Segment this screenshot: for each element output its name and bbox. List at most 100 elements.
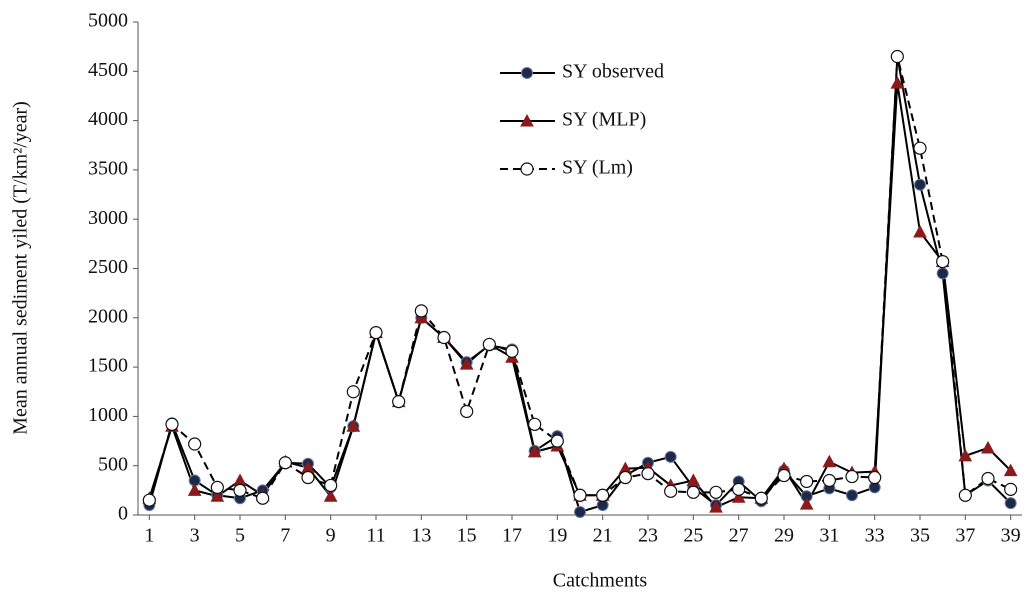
marker xyxy=(482,337,496,352)
y-tick-label: 3000 xyxy=(88,207,128,229)
marker xyxy=(709,485,723,499)
marker xyxy=(459,357,474,370)
y-tick-label: 2000 xyxy=(88,305,128,327)
marker xyxy=(460,404,474,419)
marker xyxy=(210,480,224,494)
marker xyxy=(346,385,360,399)
marker xyxy=(890,76,905,89)
marker xyxy=(686,485,700,499)
marker xyxy=(278,456,292,470)
y-tick-label: 500 xyxy=(98,453,128,475)
marker xyxy=(913,141,927,155)
marker xyxy=(846,489,858,502)
marker xyxy=(890,49,904,64)
legend-label: SY observed xyxy=(562,61,664,83)
x-tick-label: 11 xyxy=(366,525,385,547)
marker xyxy=(188,437,202,451)
marker xyxy=(573,488,587,502)
x-tick-label: 21 xyxy=(593,525,613,547)
marker xyxy=(233,483,247,497)
marker xyxy=(686,473,701,486)
marker xyxy=(914,178,926,191)
y-tick-label: 4500 xyxy=(88,59,128,81)
marker xyxy=(958,488,972,502)
marker xyxy=(641,466,655,481)
marker xyxy=(527,444,542,458)
x-tick-label: 17 xyxy=(502,525,522,547)
marker xyxy=(346,419,361,432)
x-tick-label: 7 xyxy=(280,525,290,547)
marker xyxy=(392,395,406,409)
marker xyxy=(936,267,949,280)
marker xyxy=(732,482,746,496)
marker xyxy=(777,468,791,483)
x-tick-label: 31 xyxy=(819,525,839,547)
marker xyxy=(845,469,859,484)
series-line xyxy=(148,82,1012,509)
marker xyxy=(981,440,995,454)
marker xyxy=(256,491,270,505)
x-tick-label: 33 xyxy=(865,525,885,547)
marker xyxy=(165,417,179,431)
y-tick-label: 3500 xyxy=(88,157,128,179)
x-tick-label: 27 xyxy=(729,525,749,547)
marker xyxy=(210,489,225,502)
x-tick-label: 39 xyxy=(1001,525,1021,547)
marker xyxy=(800,474,814,489)
x-tick-label: 35 xyxy=(910,525,930,547)
marker xyxy=(664,450,677,463)
x-tick-label: 25 xyxy=(683,525,703,547)
x-tick-label: 23 xyxy=(638,525,658,547)
marker xyxy=(1004,497,1017,510)
marker xyxy=(187,483,202,496)
legend-label: SY (MLP) xyxy=(562,109,646,131)
x-tick-label: 37 xyxy=(955,525,975,547)
marker xyxy=(369,325,383,340)
marker xyxy=(958,448,973,462)
marker xyxy=(754,491,768,505)
marker xyxy=(618,470,632,485)
marker xyxy=(822,454,837,468)
marker xyxy=(913,224,927,238)
x-tick-label: 19 xyxy=(547,525,567,547)
y-tick-label: 5000 xyxy=(88,10,128,32)
marker xyxy=(709,500,723,513)
marker xyxy=(505,344,519,358)
legend-marker xyxy=(520,113,534,127)
x-tick-label: 3 xyxy=(190,525,200,547)
y-tick-label: 1000 xyxy=(88,404,128,426)
marker xyxy=(1003,463,1018,477)
y-tick-label: 0 xyxy=(118,503,128,525)
marker xyxy=(664,484,678,498)
legend-marker xyxy=(520,162,534,176)
marker xyxy=(822,473,836,488)
y-axis-label: Mean annual sediment yiled (T/km²/year) xyxy=(10,101,32,435)
x-tick-label: 15 xyxy=(457,525,477,547)
marker xyxy=(574,506,586,519)
marker xyxy=(142,493,156,507)
y-tick-label: 2500 xyxy=(88,256,128,278)
marker xyxy=(414,304,428,318)
x-axis-label: Catchments xyxy=(553,570,648,592)
x-tick-label: 5 xyxy=(235,525,245,547)
marker xyxy=(936,254,950,269)
x-tick-label: 9 xyxy=(326,525,336,547)
legend-label: SY (Lm) xyxy=(562,157,633,179)
y-tick-label: 4000 xyxy=(88,108,128,130)
marker xyxy=(437,330,451,345)
marker xyxy=(550,434,564,448)
x-tick-label: 13 xyxy=(411,525,431,547)
marker xyxy=(981,471,995,486)
marker xyxy=(324,478,338,493)
legend-marker xyxy=(521,67,533,79)
marker xyxy=(731,490,746,503)
marker xyxy=(323,489,338,502)
marker xyxy=(596,488,610,502)
x-tick-label: 29 xyxy=(774,525,794,547)
marker xyxy=(1004,482,1018,496)
marker xyxy=(799,497,814,510)
marker xyxy=(868,470,882,485)
marker xyxy=(301,470,315,485)
